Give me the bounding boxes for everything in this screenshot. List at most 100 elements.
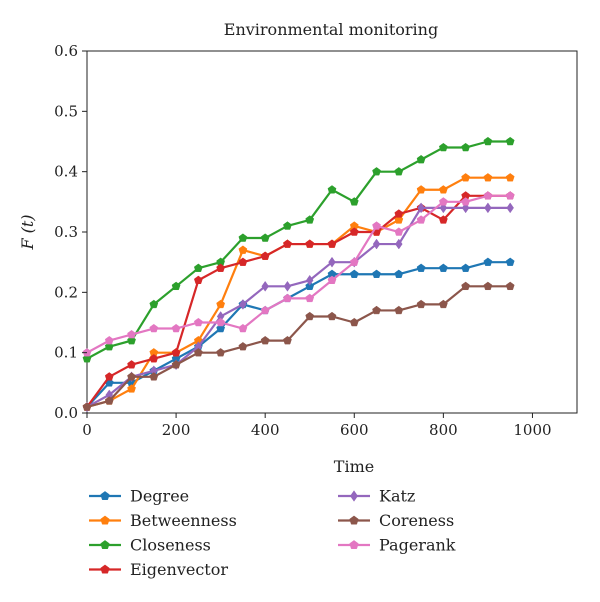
data-point-pagerank	[349, 257, 359, 266]
data-point-pagerank	[171, 323, 181, 333]
data-point-degree	[438, 263, 448, 272]
x-tick-label: 0	[82, 421, 92, 439]
x-tick-label: 1000	[513, 421, 551, 439]
legend-item-pagerank: Pagerank	[338, 536, 456, 555]
data-point-closeness	[238, 233, 248, 242]
data-point-pagerank	[327, 275, 337, 284]
y-tick-label: 0.2	[54, 283, 78, 301]
data-point-coreness	[394, 305, 404, 315]
data-point-coreness	[149, 372, 159, 381]
data-point-pagerank	[260, 305, 270, 315]
data-point-eigenvector	[127, 360, 136, 369]
data-point-closeness	[327, 185, 337, 194]
data-point-coreness	[260, 335, 270, 345]
data-point-katz	[506, 202, 514, 214]
data-point-closeness	[283, 221, 292, 230]
data-point-pagerank	[104, 335, 114, 345]
legend: Degree Betweenness Closeness Eigenvector Kat…	[89, 487, 456, 579]
data-point-eigenvector	[238, 257, 248, 266]
data-point-coreness	[238, 342, 248, 351]
data-point-closeness	[260, 233, 270, 242]
y-axis-title: F (t)	[18, 214, 37, 250]
data-point-betweenness	[216, 299, 226, 309]
legend-item-closeness: Closeness	[89, 536, 211, 555]
data-point-coreness	[327, 311, 337, 321]
legend-item-degree: Degree	[89, 487, 189, 506]
legend-label-eigenvector: Eigenvector	[130, 560, 228, 579]
data-point-pagerank	[416, 215, 426, 224]
data-point-katz	[283, 280, 292, 292]
data-point-pagerank	[372, 221, 381, 230]
data-point-coreness	[349, 317, 359, 327]
data-point-coreness	[505, 281, 515, 291]
y-tick-label: 0.0	[54, 404, 78, 422]
data-point-coreness	[372, 305, 381, 315]
data-point-katz	[239, 299, 247, 310]
data-point-pagerank	[505, 191, 515, 200]
data-point-pagerank	[483, 191, 493, 200]
data-point-eigenvector	[394, 209, 404, 218]
data-point-pagerank	[127, 329, 136, 339]
data-point-coreness	[461, 281, 471, 291]
data-point-closeness	[438, 142, 448, 152]
legend-label-betweenness: Betweenness	[130, 511, 237, 530]
data-point-degree	[416, 263, 426, 272]
data-point-eigenvector	[149, 354, 159, 363]
data-point-degree	[394, 269, 404, 278]
data-point-betweenness	[416, 185, 426, 194]
data-point-closeness	[349, 197, 359, 206]
x-axis-ticks: 0 200 400 600 800 1000	[82, 413, 552, 439]
data-point-eigenvector	[327, 239, 337, 248]
data-point-pagerank	[461, 197, 471, 206]
data-point-katz	[395, 238, 403, 250]
series-coreness	[82, 281, 515, 411]
data-point-katz	[461, 202, 470, 214]
y-axis-ticks: 0.0 0.1 0.2 0.3 0.4 0.5 0.6	[54, 42, 87, 422]
data-point-coreness	[438, 299, 448, 309]
y-tick-label: 0.5	[54, 102, 78, 120]
data-point-katz	[261, 280, 269, 292]
data-point-coreness	[193, 348, 203, 357]
data-point-coreness	[216, 348, 226, 357]
chart-title: Environmental monitoring	[224, 20, 438, 39]
legend-marker-katz	[350, 490, 358, 502]
data-point-pagerank	[216, 317, 226, 327]
data-point-eigenvector	[216, 263, 226, 272]
series-closeness	[82, 136, 515, 363]
data-point-degree	[372, 269, 381, 278]
data-point-katz	[305, 274, 314, 286]
data-point-coreness	[127, 372, 136, 381]
data-point-eigenvector	[193, 275, 203, 284]
data-point-closeness	[461, 142, 471, 152]
data-point-katz	[484, 202, 492, 214]
data-point-eigenvector	[171, 348, 181, 357]
data-point-closeness	[171, 281, 181, 291]
data-point-closeness	[416, 154, 426, 164]
data-point-katz	[372, 238, 381, 250]
data-point-betweenness	[505, 173, 515, 182]
data-point-closeness	[305, 215, 315, 224]
legend-marker-closeness	[100, 540, 110, 549]
data-point-pagerank	[394, 227, 404, 236]
data-point-pagerank	[193, 317, 203, 327]
data-point-pagerank	[238, 323, 248, 333]
data-point-closeness	[193, 263, 203, 272]
y-tick-label: 0.1	[54, 344, 78, 362]
data-point-eigenvector	[260, 251, 270, 260]
legend-marker-eigenvector	[100, 564, 110, 574]
data-point-coreness	[305, 311, 315, 321]
data-point-betweenness	[127, 384, 136, 393]
legend-item-eigenvector: Eigenvector	[89, 560, 228, 579]
legend-item-katz: Katz	[338, 487, 415, 506]
legend-label-coreness: Coreness	[379, 511, 454, 530]
data-point-pagerank	[438, 197, 448, 206]
data-point-closeness	[483, 136, 493, 146]
x-tick-label: 800	[429, 421, 458, 439]
x-tick-label: 600	[340, 421, 369, 439]
data-point-pagerank	[305, 293, 315, 303]
data-point-eigenvector	[438, 215, 448, 224]
data-point-closeness	[505, 136, 515, 146]
data-point-closeness	[372, 167, 381, 176]
x-tick-label: 400	[251, 421, 280, 439]
